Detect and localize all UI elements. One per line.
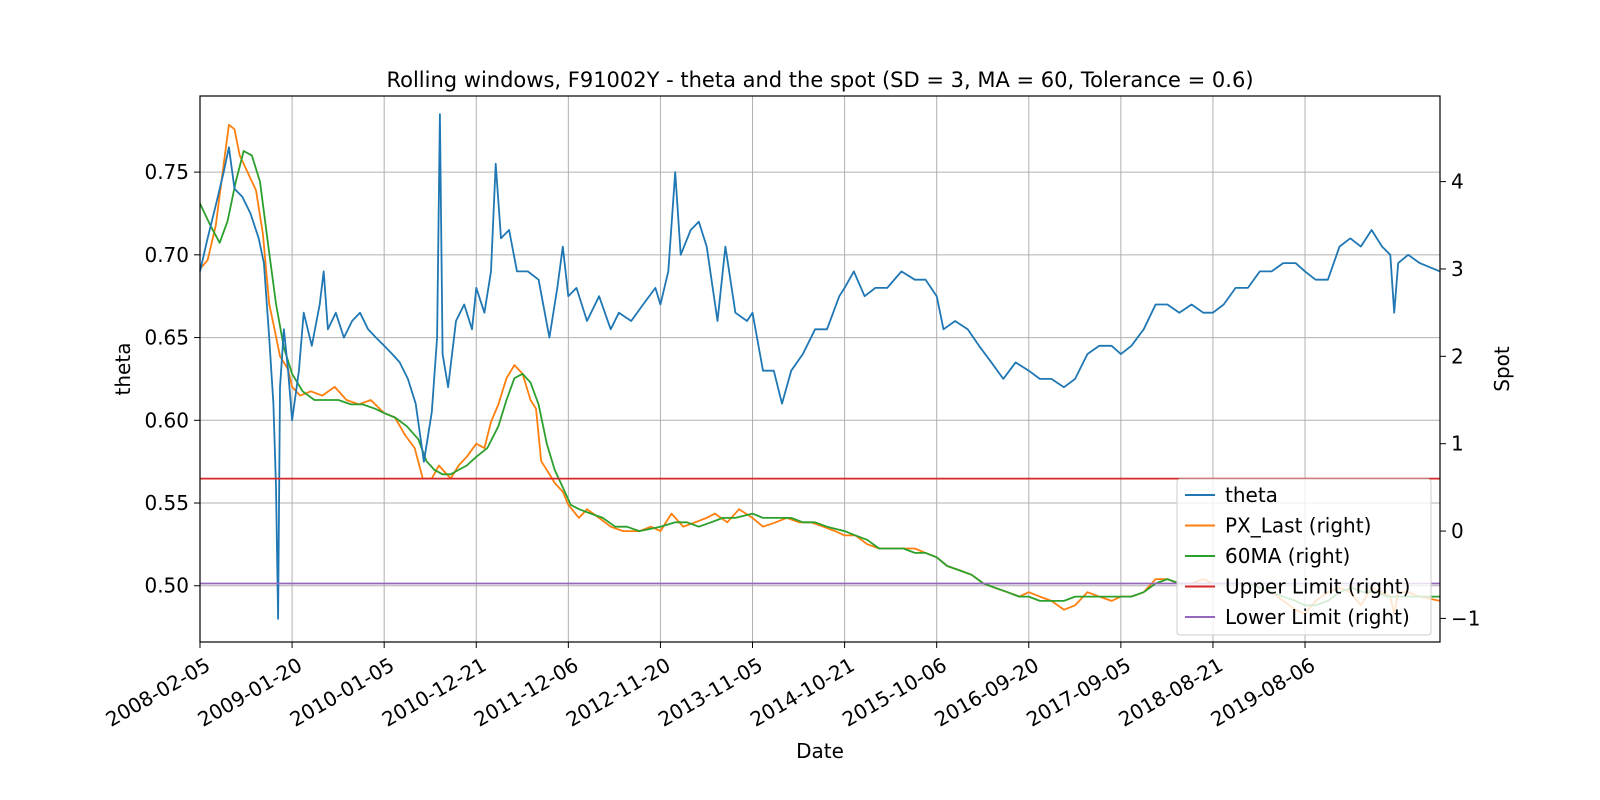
legend: theta PX_Last (right) 60MA (right) Upper Li… [1176,478,1432,636]
legend-label-upper-limit-right: Upper Limit (right) [1225,575,1410,599]
right-y-axis-ticks: −1 0 1 2 3 4 [1440,170,1480,630]
chart-title: Rolling windows, F91002Y - theta and the… [386,68,1253,92]
right-y-axis-label: Spot [1490,346,1514,392]
y-left-tick-label: 0.75 [144,160,189,184]
y-left-tick-label: 0.65 [144,326,189,350]
x-axis-label: Date [796,739,844,763]
y-right-tick-label: 4 [1451,170,1464,194]
y-left-tick-label: 0.70 [144,243,189,267]
plot-frame [199,95,1441,643]
y-right-tick-label: −1 [1451,606,1480,630]
grid [199,96,1440,642]
y-right-tick-label: 0 [1451,519,1464,543]
y-left-tick-label: 0.55 [144,491,189,515]
legend-label-lower-limit-right: Lower Limit (right) [1225,605,1410,629]
left-y-axis-ticks: 0.50 0.55 0.60 0.65 0.70 0.75 [144,160,200,598]
legend-label-theta: theta [1225,483,1278,507]
legend-label-60ma-right: 60MA (right) [1225,544,1350,568]
y-right-tick-label: 2 [1451,344,1464,368]
y-right-tick-label: 3 [1451,257,1464,281]
series-line-theta [199,113,1441,620]
y-left-tick-label: 0.50 [144,574,189,598]
legend-box [1176,478,1432,636]
legend-label-px-last-right: PX_Last (right) [1225,514,1371,538]
y-right-tick-label: 1 [1451,432,1464,456]
y-left-tick-label: 0.60 [144,408,189,432]
left-y-axis-label: theta [111,343,135,396]
